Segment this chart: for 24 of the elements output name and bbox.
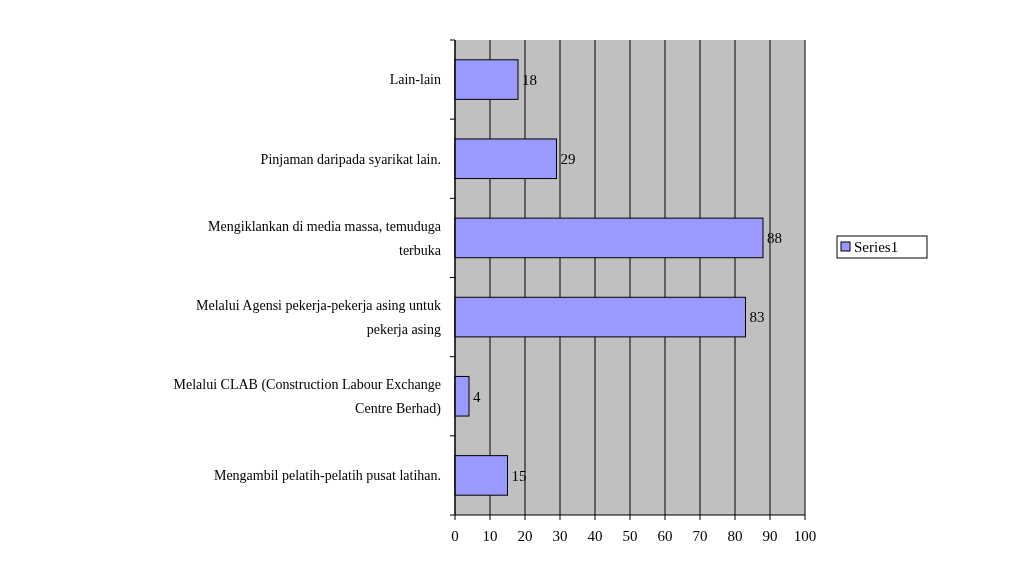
data-label: 4 — [473, 388, 481, 405]
y-tick-label: Melalui Agensi pekerja-pekerja asing untuk pekerja asing — [196, 297, 441, 337]
y-tick-label: Melalui CLAB (Construction Labour Exchange Centre Berhad) — [173, 377, 442, 418]
y-tick-label: Mengiklankan di media massa, temuduga terbuka — [208, 218, 442, 258]
x-tick-label: 80 — [727, 528, 743, 544]
x-tick-label: 60 — [657, 528, 673, 544]
x-tick-label: 50 — [622, 528, 638, 544]
x-tick-label: 70 — [692, 528, 708, 544]
data-label: 29 — [560, 151, 576, 167]
y-tick-label: Pinjaman daripada syarikat lain. — [260, 151, 441, 167]
x-tick-label: 0 — [451, 528, 459, 544]
x-tick-label: 30 — [552, 528, 568, 544]
data-label: 83 — [749, 309, 765, 326]
x-tick-label: 10 — [482, 528, 498, 544]
x-tick-label: 100 — [793, 528, 817, 544]
y-tick-label: Lain-lain — [389, 72, 441, 88]
x-tick-label: 40 — [587, 528, 603, 544]
y-tick-label: Mengambil pelatih-pelatih pusat latihan. — [213, 468, 441, 484]
data-label: 88 — [767, 230, 782, 247]
legend-label: Series1 — [854, 239, 899, 256]
x-tick-label: 20 — [517, 528, 533, 544]
data-label: 15 — [511, 467, 527, 484]
x-tick-label: 90 — [762, 528, 778, 544]
data-label: 18 — [522, 71, 537, 88]
